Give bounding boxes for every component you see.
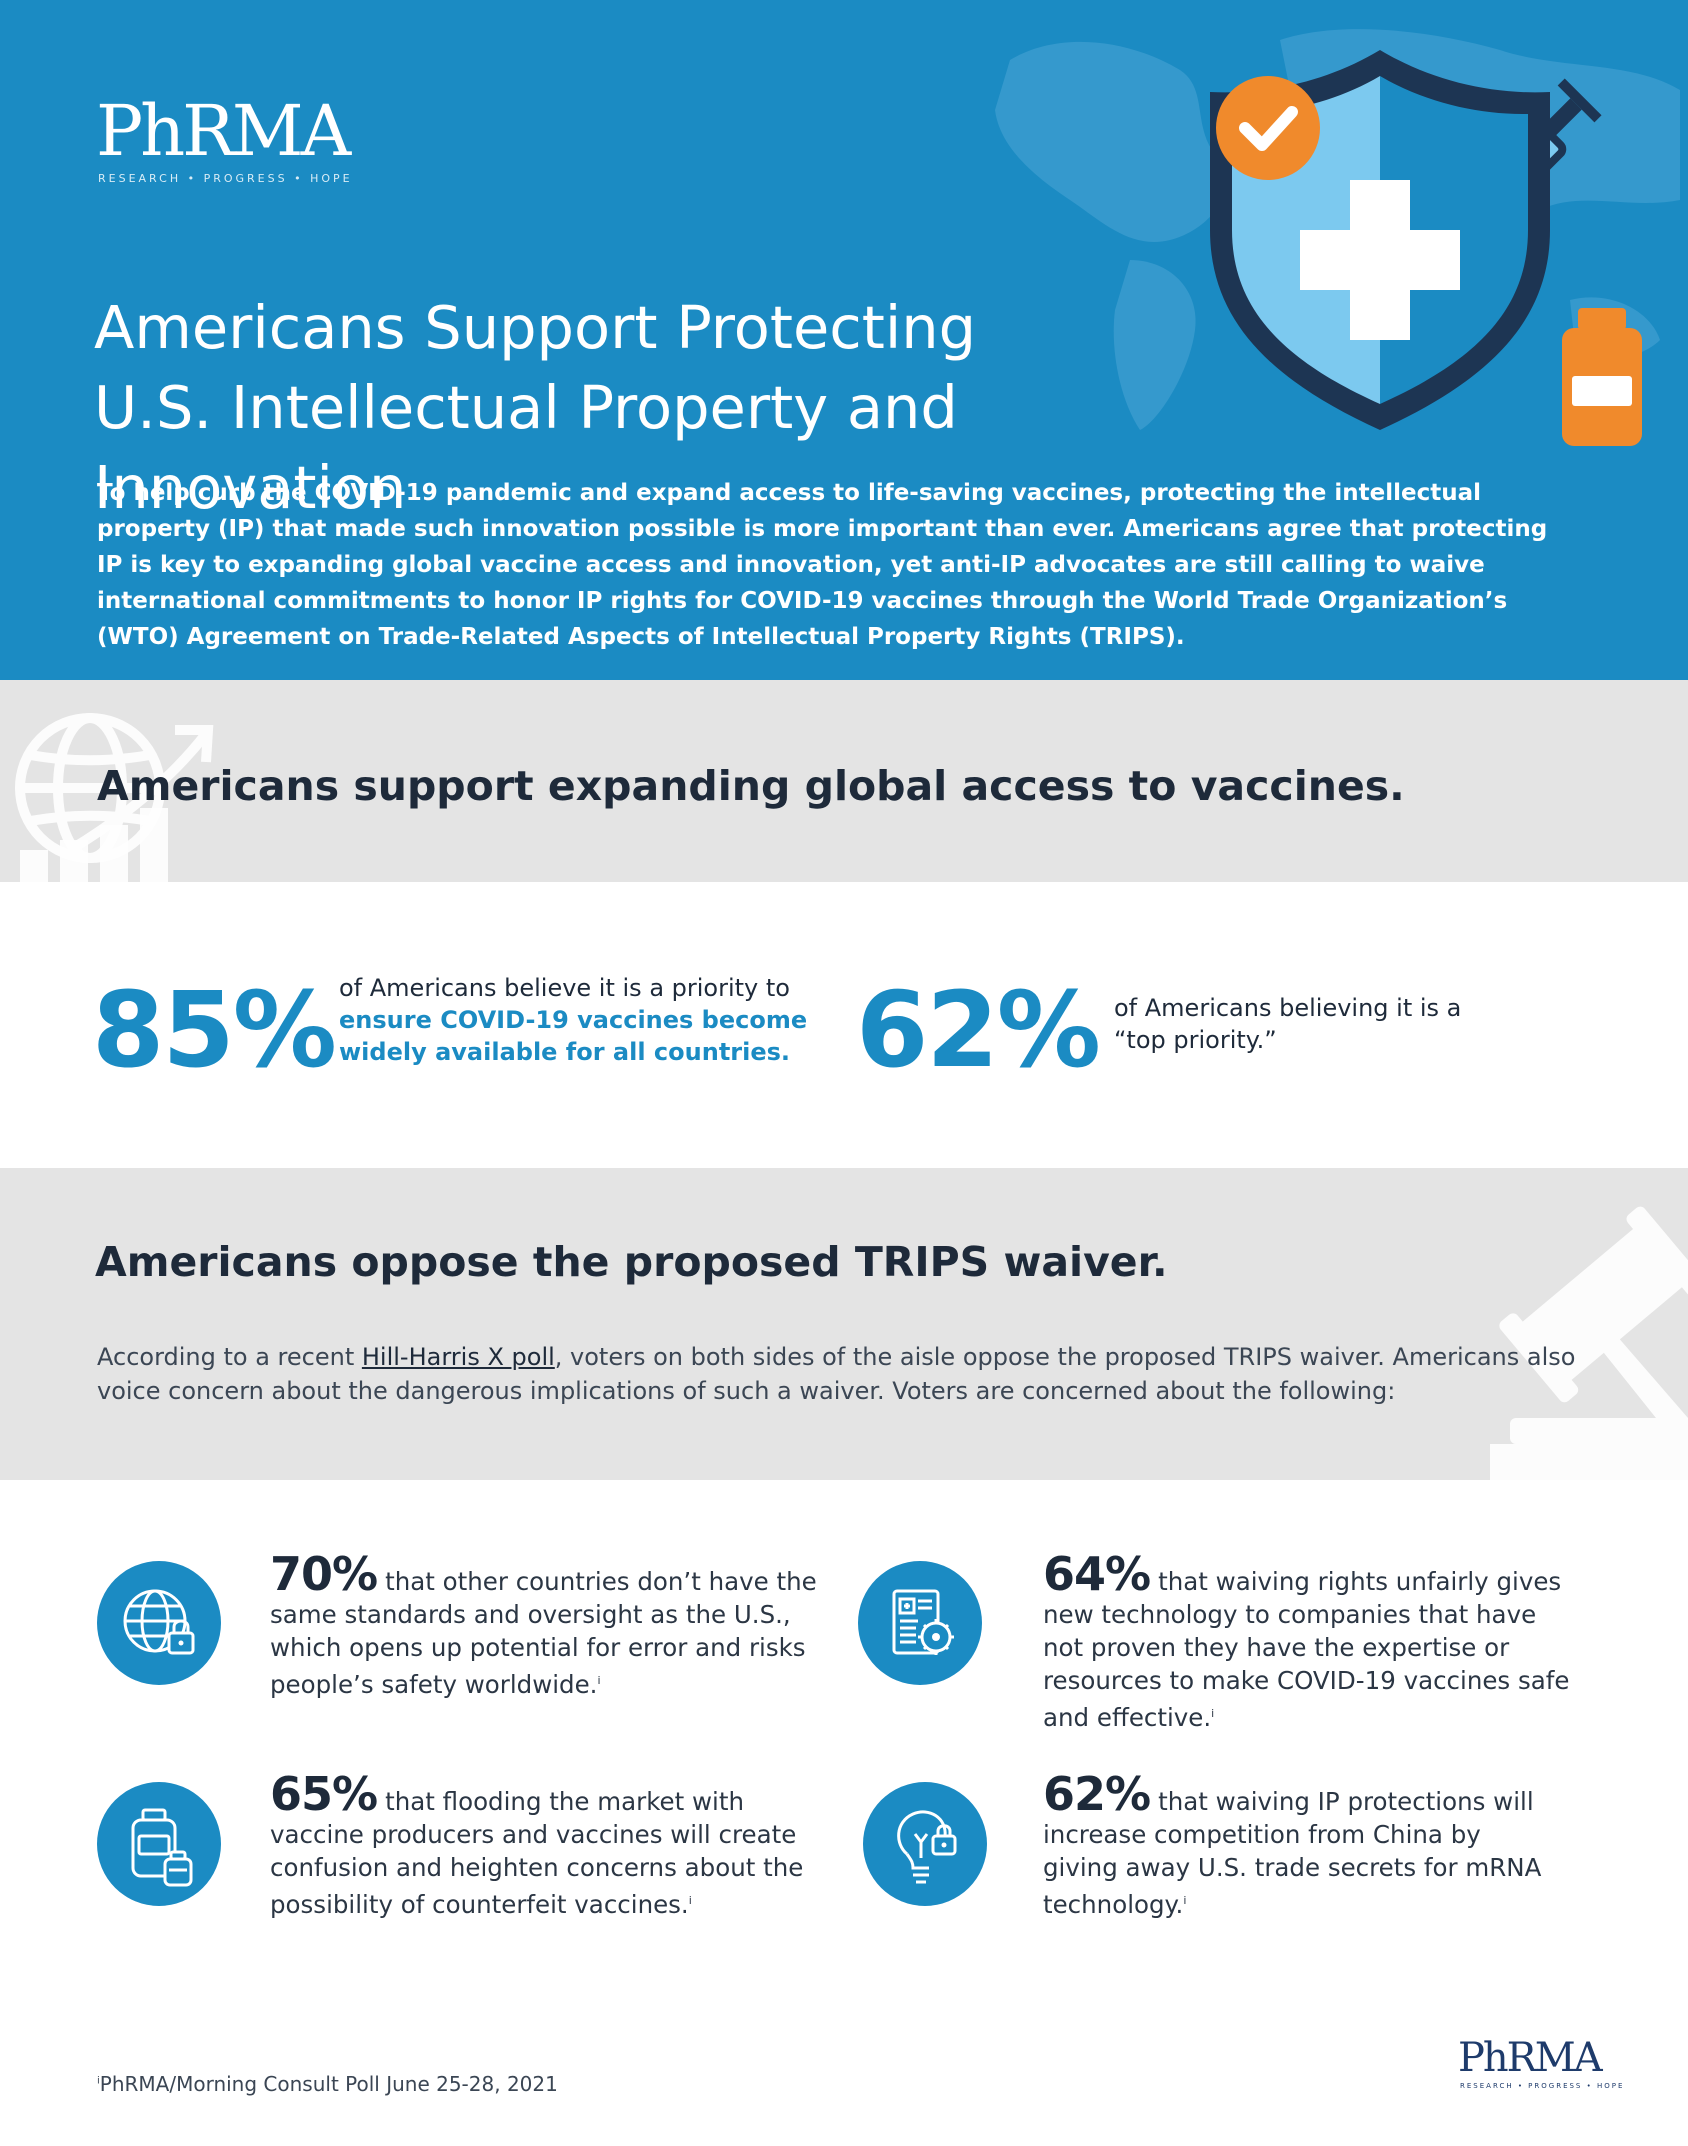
trips-intro-start: According to a recent: [97, 1343, 362, 1371]
stat-85-text: of Americans believe it is a priority to: [339, 974, 790, 1002]
logo-tagline: RESEARCH • PROGRESS • HOPE: [98, 172, 353, 185]
vial-icon: [1562, 308, 1642, 446]
hill-harris-poll-link[interactable]: Hill-Harris X poll: [361, 1343, 555, 1371]
concern-64-value: 64%: [1043, 1547, 1151, 1601]
check-badge-icon: [1216, 76, 1320, 180]
footnote-ref: i: [688, 1894, 692, 1907]
document-virus-icon: [892, 1589, 954, 1655]
access-heading: Americans support expanding global acces…: [97, 762, 1405, 810]
phrma-logo: PhRMA: [96, 90, 351, 172]
access-section-header: Americans support expanding global acces…: [0, 680, 1688, 882]
concern-icon-circle: [858, 1561, 982, 1685]
concern-65-text: that flooding the market with vaccine pr…: [270, 1787, 804, 1920]
concern-70-text: that other countries don’t have the same…: [270, 1567, 817, 1700]
trips-section: Americans oppose the proposed TRIPS waiv…: [0, 1168, 1688, 1480]
stat-62-value: 62%: [856, 969, 1101, 1091]
stat-62-line-1: of Americans believing it is a: [1114, 994, 1462, 1022]
lightbulb-lock-icon: [897, 1810, 957, 1884]
title-line-1: Americans Support Protecting: [94, 292, 977, 362]
concern-70-value: 70%: [270, 1547, 378, 1601]
gavel-icon: [1490, 1206, 1688, 1480]
title-line-2: U.S. Intellectual Property and Innovatio…: [94, 372, 958, 522]
stat-85-description: of Americans believe it is a priority to…: [339, 972, 809, 1068]
footnote-text: PhRMA/Morning Consult Poll June 25-28, 2…: [99, 2072, 558, 2096]
trips-intro: According to a recent Hill-Harris X poll…: [97, 1340, 1617, 1408]
footnote-ref: i: [1211, 1707, 1215, 1720]
concern-65: 65% that flooding the market with vaccine…: [270, 1771, 830, 1921]
globe-lock-icon: [123, 1589, 195, 1655]
concern-icon-circle: [863, 1782, 987, 1906]
footnote-ref: i: [1183, 1894, 1187, 1907]
concern-62: 62% that waiving IP protections will incr…: [1043, 1771, 1563, 1921]
vaccine-vials-icon: [131, 1808, 193, 1887]
concern-64: 64% that waiving rights unfairly gives ne…: [1043, 1551, 1583, 1734]
stat-85-value: 85%: [92, 969, 337, 1091]
shield-illustration: [1210, 50, 1642, 446]
concern-64-text: that waiving rights unfairly gives new t…: [1043, 1567, 1570, 1733]
concern-70: 70% that other countries don’t have the s…: [270, 1551, 830, 1701]
concern-62-value: 62%: [1043, 1767, 1151, 1821]
stat-62-line-2: “top priority.”: [1114, 1026, 1277, 1054]
concern-icon-circle: [97, 1561, 221, 1685]
concern-62-text: that waiving IP protections will increas…: [1043, 1787, 1542, 1920]
concern-65-value: 65%: [270, 1767, 378, 1821]
stat-85-highlight-2: widely available for all countries.: [339, 1038, 791, 1066]
concern-icon-circle: [97, 1782, 221, 1906]
stat-85-highlight-1: ensure COVID-19 vaccines become: [339, 1006, 808, 1034]
intro-paragraph: To help curb the COVID-19 pandemic and e…: [97, 480, 1548, 650]
globe-growth-icon: [15, 713, 214, 882]
trips-heading: Americans oppose the proposed TRIPS waiv…: [95, 1238, 1168, 1286]
logo-tagline-footer: RESEARCH • PROGRESS • HOPE: [1460, 2082, 1625, 2090]
footnote-marker: i: [97, 2075, 100, 2087]
stat-62-description: of Americans believing it is a “top prio…: [1114, 992, 1534, 1056]
hero-banner: PhRMA RESEARCH • PROGRESS • HOPE America…: [0, 0, 1688, 680]
page-title: Americans Support Protecting U.S. Intell…: [94, 288, 1244, 528]
footnote-ref: i: [597, 1674, 601, 1687]
source-footnote: iPhRMA/Morning Consult Poll June 25-28, …: [97, 2072, 558, 2096]
phrma-logo-footer: PhRMA: [1458, 2035, 1603, 2081]
trips-intro-rest: , voters on both sides of the aisle oppo…: [97, 1343, 1576, 1405]
